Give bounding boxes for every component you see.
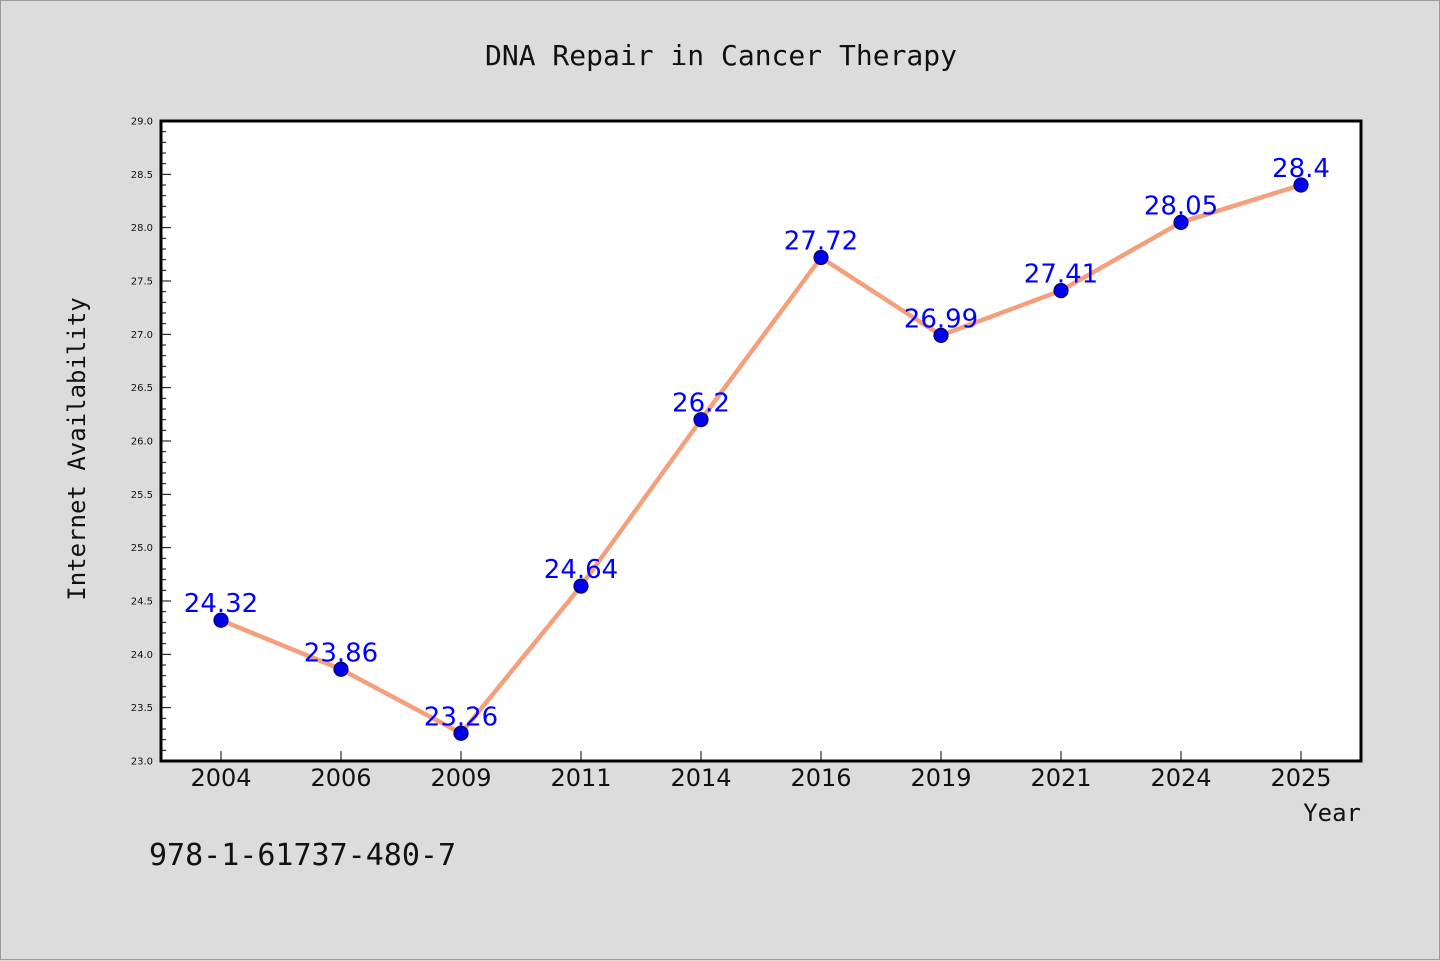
data-label-2004: 24.32 [184, 589, 258, 619]
x-tick-label: 2004 [190, 764, 251, 792]
y-axis: 23.0 23.5 24.0 24.5 25.0 25.5 26.0 26.5 27.0 27.5… [131, 117, 171, 768]
data-label-2009: 23.26 [424, 702, 498, 732]
x-axis-title: Year [1303, 799, 1361, 827]
y-tick-label: 23.0 [131, 757, 153, 768]
series-line [218, 182, 1304, 736]
data-point-2006 [333, 661, 349, 677]
x-tick-label: 2024 [1150, 764, 1211, 792]
x-tick-label: 2025 [1270, 764, 1331, 792]
y-tick-label: 24.5 [131, 597, 153, 608]
chart-title: DNA Repair in Cancer Therapy [485, 39, 957, 72]
data-label-2006: 23.86 [304, 638, 378, 668]
y-tick-label: 28.5 [131, 170, 153, 181]
y-tick-label: 26.5 [131, 383, 153, 394]
x-tick-label: 2011 [550, 764, 611, 792]
data-label-2019: 26.99 [904, 304, 978, 334]
footer-isbn: 978-1-61737-480-7 [149, 838, 456, 873]
x-tick-label: 2021 [1030, 764, 1091, 792]
x-tick-label: 2019 [910, 764, 971, 792]
plot-area [159, 119, 1363, 763]
data-label-2021: 27.41 [1024, 260, 1098, 290]
data-labels: 24.32 23.86 23.26 24.64 26.2 27.72 26.99 27.41 2… [184, 154, 1330, 732]
y-tick-label: 26.0 [131, 437, 153, 448]
x-tick-label: 2014 [670, 764, 731, 792]
x-tick-label: 2009 [430, 764, 491, 792]
data-point-2024 [1173, 214, 1189, 230]
data-point-2004 [213, 612, 229, 628]
data-point-2016 [813, 249, 829, 266]
x-axis: 2004 2006 2009 2011 2014 2016 2019 2021 2024 2025 [190, 751, 1332, 792]
y-tick-label: 24.0 [131, 650, 153, 661]
data-point-2019 [933, 327, 949, 343]
x-tick-label: 2006 [310, 764, 371, 792]
x-tick-label: 2016 [790, 764, 851, 792]
data-series [213, 177, 1309, 741]
data-label-2011: 24.64 [544, 555, 618, 585]
y-tick-label: 25.0 [131, 543, 153, 554]
y-tick-label: 27.0 [131, 330, 153, 341]
y-tick-label: 29.0 [131, 117, 153, 128]
y-tick-label: 23.5 [131, 703, 153, 714]
y-tick-label: 25.5 [131, 490, 153, 501]
data-label-2024: 28.05 [1144, 191, 1218, 221]
data-point-2011 [573, 578, 589, 594]
data-label-2025: 28.4 [1272, 154, 1330, 184]
y-tick-label: 27.5 [131, 277, 153, 288]
data-point-2021 [1053, 283, 1069, 299]
data-point-2014 [693, 412, 709, 428]
data-label-2014: 26.2 [672, 389, 730, 419]
y-tick-label: 28.0 [131, 223, 153, 234]
data-point-2025 [1293, 177, 1309, 193]
data-label-2016: 27.72 [784, 227, 858, 257]
y-axis-title: Internet Availability [63, 297, 91, 600]
data-point-2009 [453, 725, 469, 741]
